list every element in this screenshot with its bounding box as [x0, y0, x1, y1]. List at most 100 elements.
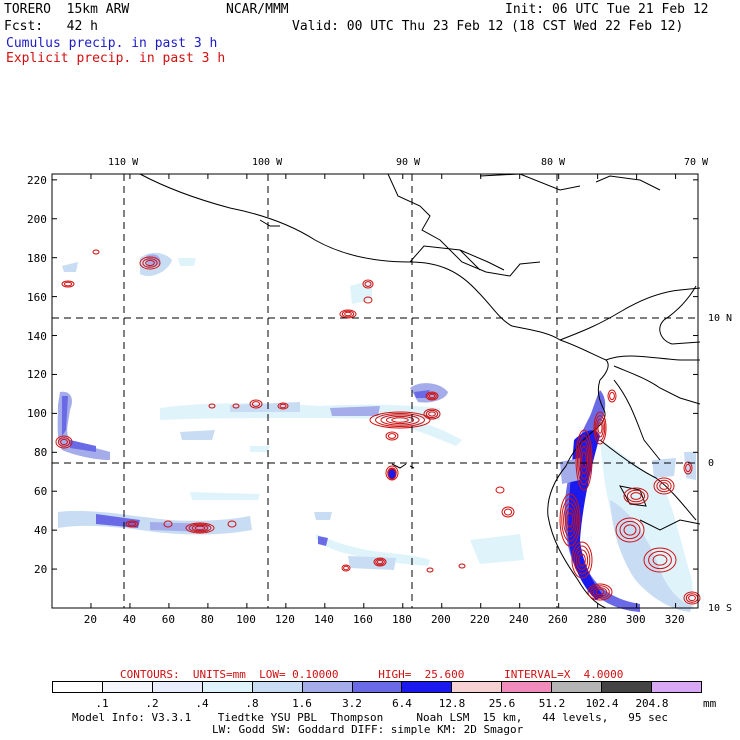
contour-ring: [60, 438, 68, 446]
contour-ring: [615, 517, 645, 543]
contour-ring: [623, 524, 637, 536]
contour-ring: [561, 498, 579, 542]
x-tick-label: 320: [664, 613, 685, 626]
colorbar-label: .8: [245, 697, 259, 710]
contour-ring: [208, 403, 216, 409]
y-tick-label: 120: [27, 368, 47, 382]
contour-ring: [659, 482, 669, 490]
explicit-precip-contours: [55, 249, 701, 605]
colorbar-label: 12.8: [438, 697, 466, 710]
contour-ring: [653, 477, 675, 495]
contour-ring: [609, 391, 615, 401]
colorbar-swatch: [252, 682, 303, 692]
contour-ring: [595, 588, 605, 596]
contour-ring: [375, 413, 425, 427]
x-tick-label: 120: [275, 613, 295, 626]
contour-ring: [277, 402, 289, 410]
x-tick-label: 180: [391, 613, 412, 626]
contour-ring: [191, 524, 209, 532]
contour-ring: [581, 451, 587, 469]
contour-ring: [652, 554, 668, 566]
contour-ring: [185, 522, 215, 534]
contour-ring: [425, 409, 439, 419]
contour-ring: [339, 309, 357, 319]
island-precip: [387, 468, 397, 480]
contour-ring: [423, 408, 441, 420]
contours-info: CONTOURS: UNITS=mm LOW= 0.10000 HIGH= 25…: [120, 668, 624, 681]
contour-ring: [563, 503, 577, 537]
contour-ring: [630, 492, 642, 500]
contour-ring: [587, 583, 613, 601]
y-tick-label: 40: [34, 524, 48, 538]
y-tick-label: 180: [27, 251, 47, 265]
contour-ring: [188, 523, 212, 533]
contour-ring: [579, 445, 589, 475]
longitude-label: 80 W: [541, 157, 566, 168]
longitude-label: 110 W: [108, 157, 139, 168]
contour-ring: [375, 558, 385, 566]
colorbar-swatch: [152, 682, 203, 692]
contour-ring: [683, 591, 701, 605]
colorbar-swatch: [652, 682, 701, 692]
x-tick-label: 240: [508, 613, 529, 626]
contour-ring: [575, 429, 593, 491]
contour-ring: [619, 520, 641, 540]
y-tick-label: 60: [34, 485, 48, 499]
y-tick-label: 140: [27, 329, 47, 343]
longitude-label: 100 W: [252, 157, 283, 168]
contour-ring: [363, 296, 373, 304]
contour-ring: [61, 280, 75, 288]
coastlines: [139, 173, 701, 609]
latitude-label: 0: [708, 458, 715, 469]
contour-ring: [607, 389, 617, 403]
contour-ring: [163, 520, 173, 528]
contour-ring: [428, 393, 436, 399]
longitude-label: 90 W: [396, 157, 421, 168]
contour-ring: [63, 281, 73, 287]
contour-ring: [495, 486, 505, 494]
y-tick-label: 80: [34, 446, 48, 460]
contour-ring: [362, 279, 374, 289]
contour-ring: [279, 403, 287, 409]
y-tick-label: 20: [34, 563, 48, 577]
contour-ring: [573, 545, 591, 575]
y-tick-label: 100: [27, 407, 47, 421]
x-tick-label: 40: [122, 613, 136, 626]
latitude-label: 10 S: [708, 603, 733, 614]
contour-ring: [590, 585, 610, 599]
colorbar-swatch: [502, 682, 553, 692]
contour-ring: [626, 489, 646, 503]
x-tick-label: 100: [236, 613, 256, 626]
contour-ring: [227, 520, 237, 528]
contour-ring: [232, 403, 240, 409]
y-tick-label: 160: [27, 290, 47, 304]
longitude-label: 70 W: [684, 157, 709, 168]
x-tick-label: 80: [200, 613, 214, 626]
contour-ring: [341, 564, 351, 572]
contour-ring: [364, 281, 372, 287]
x-tick-label: 60: [161, 613, 175, 626]
contour-ring: [376, 559, 384, 565]
contour-ring: [594, 415, 606, 441]
contour-ring: [426, 567, 434, 573]
colorbar-swatch: [53, 682, 103, 692]
precip-colorbar: [52, 681, 702, 693]
contour-ring: [683, 461, 693, 475]
contour-ring: [623, 487, 649, 505]
colorbar-label: 51.2: [538, 697, 566, 710]
contour-ring: [428, 411, 436, 417]
contour-ring: [194, 525, 206, 531]
contour-ring: [369, 411, 431, 429]
colorbar-swatch: [602, 682, 653, 692]
lat-lon-grid: [52, 174, 698, 608]
contour-ring: [571, 541, 593, 579]
x-tick-label: 220: [469, 613, 490, 626]
field-explicit-label: Explicit precip. in past 3 h: [6, 51, 226, 66]
axis-ticks: [52, 174, 698, 608]
contour-ring: [380, 414, 420, 426]
model-info: Model Info: V3.3.1 Tiedtke YSU PBL Thomp…: [72, 711, 669, 724]
contour-ring: [92, 249, 100, 255]
contour-ring: [503, 508, 513, 516]
contour-ring: [145, 259, 155, 267]
colorbar-label: 3.2: [342, 697, 362, 710]
